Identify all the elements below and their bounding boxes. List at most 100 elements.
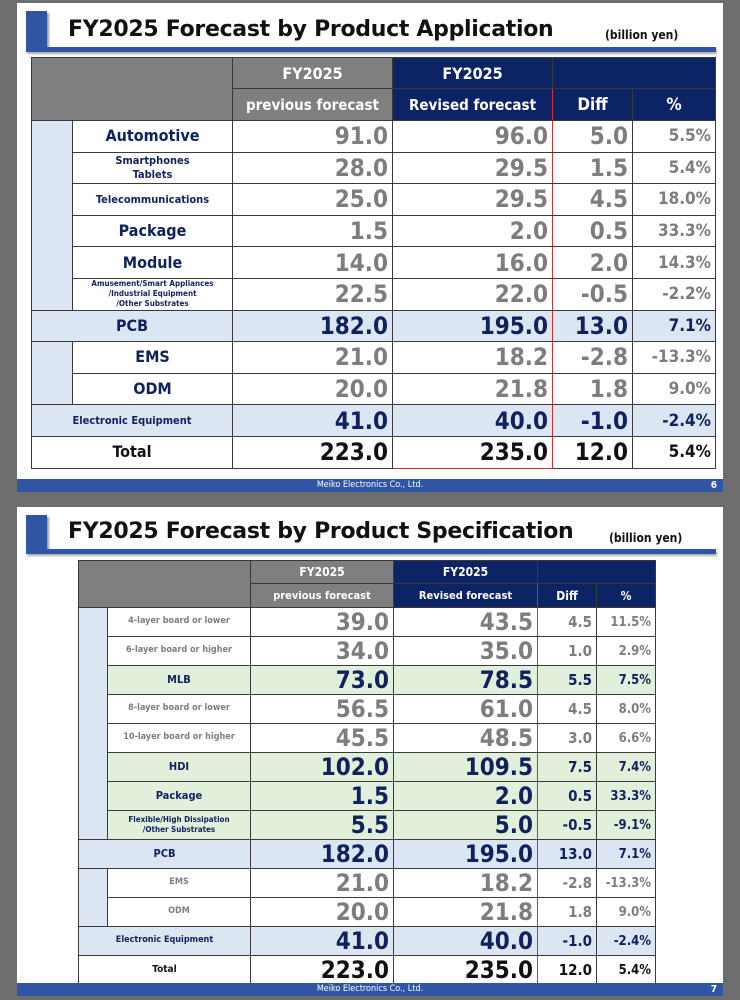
header-blank xyxy=(78,560,251,608)
header-rev-year: FY2025 xyxy=(393,560,538,584)
pct-value: 5.4% xyxy=(632,435,716,469)
pct-value: 33.3% xyxy=(596,781,656,811)
pct-value: 5.5% xyxy=(632,120,716,153)
table-row: Total 223.0 235.0 12.0 5.4% xyxy=(78,955,656,985)
group-indent xyxy=(31,215,73,247)
table-row: Total 223.0 235.0 12.0 5.4% xyxy=(31,435,716,469)
revised-forecast-value: 235.0 xyxy=(392,435,553,469)
table-row: EMS 21.0 18.2 -2.8 -13.3% xyxy=(31,341,716,374)
pct-value: 11.5% xyxy=(596,607,656,637)
table-row: HDI 102.0 109.5 7.5 7.4% xyxy=(78,752,656,782)
prev-forecast-value: 41.0 xyxy=(232,404,393,437)
row-label: EMS xyxy=(72,341,233,374)
table-row: 4-layer board or lower 39.0 43.5 4.5 11.5% xyxy=(78,607,656,637)
diff-value: 1.5 xyxy=(552,151,633,185)
header-prev-year: FY2025 xyxy=(232,57,393,89)
revised-forecast-value: 35.0 xyxy=(393,636,538,666)
table-row: MLB 73.0 78.5 5.5 7.5% xyxy=(78,665,656,695)
group-indent xyxy=(78,636,108,666)
prev-forecast-value: 73.0 xyxy=(250,665,394,695)
table-row: ODM 20.0 21.8 1.8 9.0% xyxy=(78,897,656,927)
group-indent xyxy=(78,752,108,782)
row-label: Package xyxy=(107,781,251,811)
slide-product-application: FY2025 Forecast by Product Application (… xyxy=(17,3,723,492)
table-row: Flexible/High Dissipation/Other Substrat… xyxy=(78,810,656,840)
pct-value: 7.5% xyxy=(596,665,656,695)
diff-value: 12.0 xyxy=(537,955,597,985)
prev-forecast-value: 20.0 xyxy=(232,372,393,406)
revised-forecast-value: 29.5 xyxy=(392,151,553,185)
prev-forecast-value: 45.5 xyxy=(250,723,394,753)
header-blank xyxy=(537,560,656,584)
diff-value: 2.0 xyxy=(552,246,633,279)
revised-forecast-value: 195.0 xyxy=(392,309,553,343)
diff-value: 12.0 xyxy=(552,435,633,469)
slide-title: FY2025 Forecast by Product Specification xyxy=(68,519,574,544)
table-row: EMS 21.0 18.2 -2.8 -13.3% xyxy=(78,868,656,898)
prev-forecast-value: 28.0 xyxy=(232,151,393,185)
row-label: Package xyxy=(72,214,233,248)
table-row: 8-layer board or lower 56.5 61.0 4.5 8.0% xyxy=(78,694,656,724)
prev-forecast-value: 223.0 xyxy=(232,435,393,469)
header-pct: % xyxy=(632,88,716,121)
footer-company: Meiko Electronics Co., Ltd. xyxy=(316,984,424,994)
table-row: Module 14.0 16.0 2.0 14.3% xyxy=(31,246,716,279)
pct-value: 8.0% xyxy=(596,694,656,724)
title-accent-bar xyxy=(26,515,47,549)
diff-value: -2.8 xyxy=(552,341,633,374)
header-row: previous forecast Revised forecast Diff% xyxy=(79,583,656,608)
diff-value: 7.5 xyxy=(537,752,597,782)
slide-title: FY2025 Forecast by Product Application xyxy=(68,17,554,42)
pct-value: -13.3% xyxy=(596,868,656,898)
prev-forecast-value: 223.0 xyxy=(250,955,394,985)
row-label: HDI xyxy=(107,752,251,782)
prev-forecast-value: 182.0 xyxy=(250,839,394,869)
group-indent xyxy=(31,373,73,405)
revised-forecast-value: 43.5 xyxy=(393,607,538,637)
header-rev-year: FY2025 xyxy=(392,57,553,89)
diff-value: 13.0 xyxy=(537,839,597,869)
pct-value: 2.9% xyxy=(596,636,656,666)
diff-value: 13.0 xyxy=(552,309,633,343)
revised-forecast-value: 78.5 xyxy=(393,665,538,695)
slide-footer: Meiko Electronics Co., Ltd. 7 xyxy=(17,983,723,996)
prev-forecast-value: 1.5 xyxy=(250,781,394,811)
header-prev-label: previous forecast xyxy=(232,88,393,121)
prev-forecast-value: 21.0 xyxy=(250,868,394,898)
title-accent-bar xyxy=(26,11,47,49)
header-row: FY2025 FY2025 xyxy=(78,560,656,608)
revised-forecast-value: 29.5 xyxy=(392,183,553,216)
group-indent xyxy=(31,246,73,279)
forecast-table: FY2025 FY2025 previous forecast Revised for… xyxy=(31,57,716,469)
pct-value: 7.1% xyxy=(596,839,656,869)
pct-value: -2.4% xyxy=(632,404,716,437)
row-label: 4-layer board or lower xyxy=(107,607,251,637)
title-rule xyxy=(26,549,716,554)
prev-forecast-value: 102.0 xyxy=(250,752,394,782)
revised-forecast-value: 5.0 xyxy=(393,810,538,840)
pct-value: 33.3% xyxy=(632,214,716,248)
diff-value: 0.5 xyxy=(537,781,597,811)
prev-forecast-value: 41.0 xyxy=(250,926,394,956)
pct-value: 18.0% xyxy=(632,183,716,216)
group-indent xyxy=(31,183,73,216)
row-label: PCB xyxy=(31,309,233,343)
revised-forecast-value: 16.0 xyxy=(392,246,553,279)
row-label: Smartphones Tablets xyxy=(72,151,233,185)
row-label: Telecommunications xyxy=(72,183,233,216)
group-indent xyxy=(78,897,108,927)
table-row: Electronic Equipment 41.0 40.0 -1.0 -2.4% xyxy=(31,404,716,437)
group-indent xyxy=(78,607,108,637)
diff-value: -0.5 xyxy=(552,277,633,311)
row-label: Flexible/High Dissipation/Other Substrat… xyxy=(107,810,251,840)
prev-forecast-value: 25.0 xyxy=(232,183,393,216)
header-diff: Diff xyxy=(552,88,633,121)
revised-forecast-value: 61.0 xyxy=(393,694,538,724)
slide-product-specification: FY2025 Forecast by Product Specification… xyxy=(17,507,723,996)
pct-value: 7.4% xyxy=(596,752,656,782)
diff-value: 5.0 xyxy=(552,120,633,153)
row-label: MLB xyxy=(107,665,251,695)
table-row: Automotive 91.0 96.0 5.0 5.5% xyxy=(31,120,716,153)
group-indent xyxy=(78,694,108,724)
footer-company: Meiko Electronics Co., Ltd. xyxy=(316,480,424,490)
